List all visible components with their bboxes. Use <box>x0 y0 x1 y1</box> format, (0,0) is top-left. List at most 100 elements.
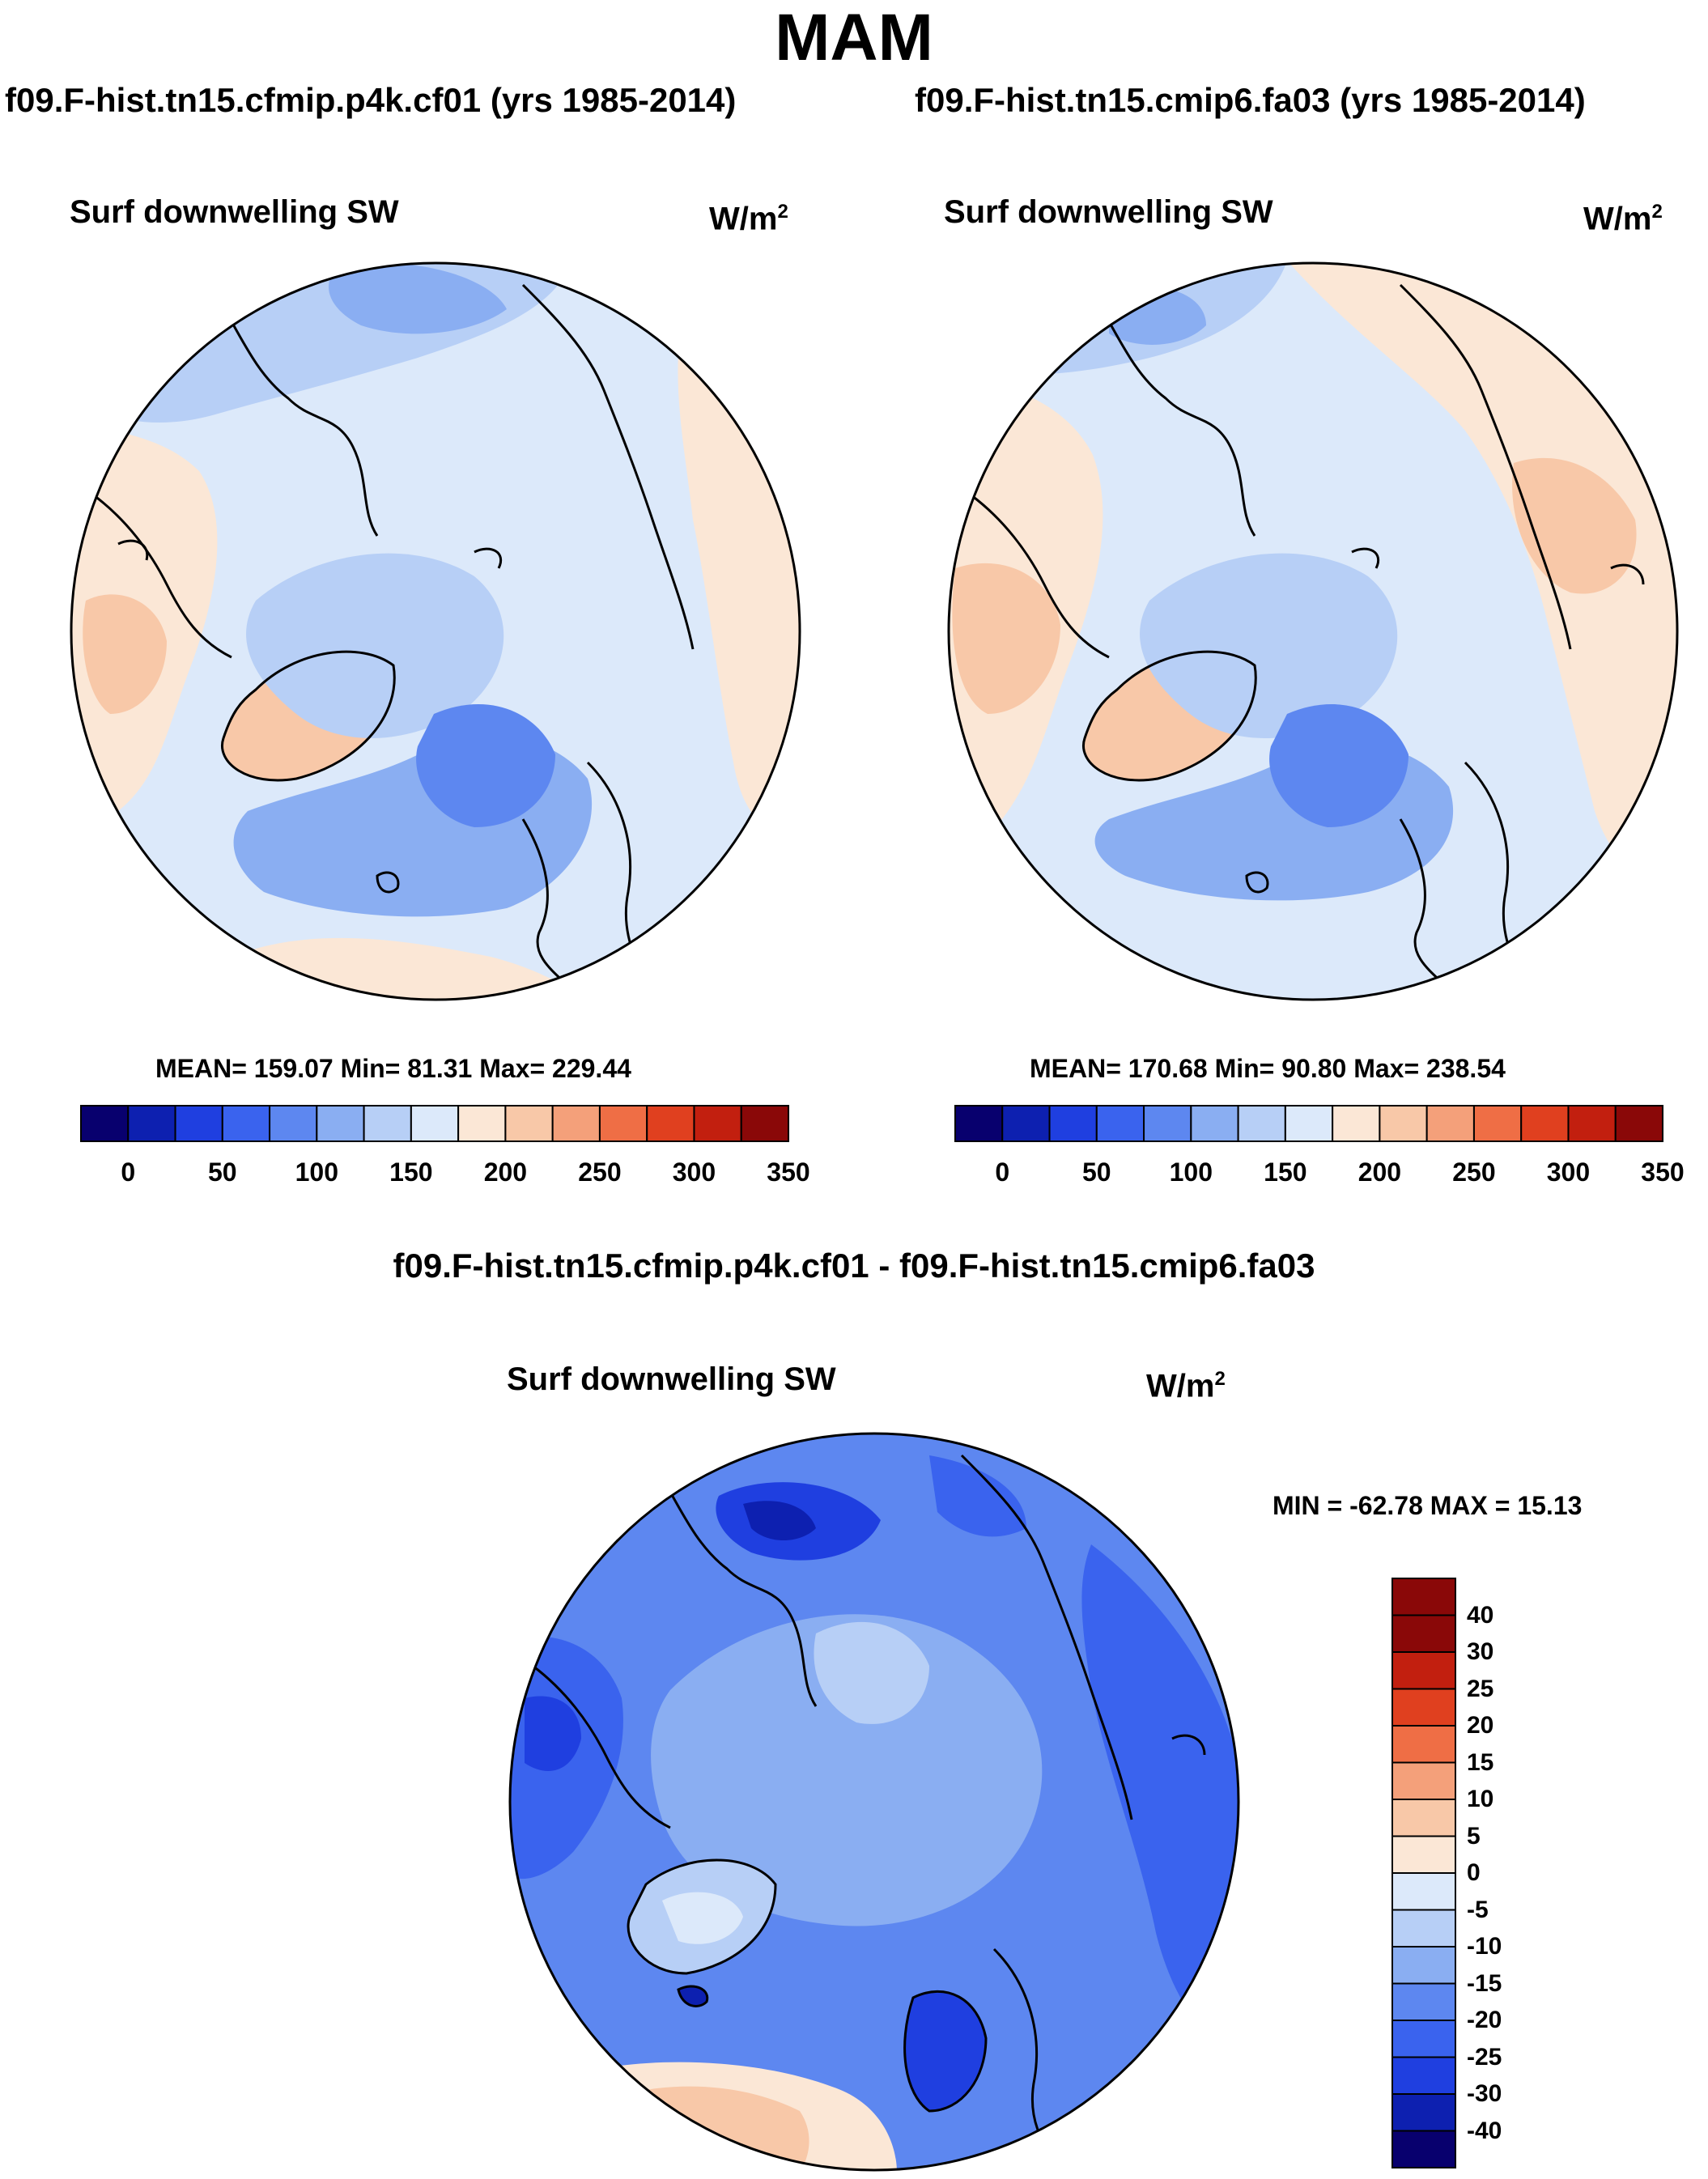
diff-region-east-asia-core <box>525 1696 581 1771</box>
left-colorbar-swatch-1 <box>127 1105 176 1142</box>
left-colorbar-tick-label: 200 <box>483 1157 528 1187</box>
left-region-arctic-ocean <box>246 553 504 738</box>
right-colorbar-swatch-10 <box>1425 1105 1475 1142</box>
diff-colorbar-tick-label: 15 <box>1467 1748 1494 1776</box>
right-colorbar-swatch-12 <box>1520 1105 1570 1142</box>
left-colorbar-swatch-14 <box>740 1105 790 1142</box>
diff-colorbar-swatch-4 <box>1391 1725 1456 1764</box>
right-colorbar-swatch-8 <box>1332 1105 1381 1142</box>
right-colorbar-ticks: 0 50 100 150 200 250 300 350 <box>955 1157 1684 1190</box>
right-colorbar-swatch-11 <box>1472 1105 1523 1142</box>
diff-colorbar-tick-label: 25 <box>1467 1675 1494 1702</box>
right-colorbar-swatch-2 <box>1048 1105 1098 1142</box>
right-colorbar-tick-label: 350 <box>1641 1157 1685 1187</box>
left-colorbar-swatch-12 <box>646 1105 695 1142</box>
left-polar-map <box>70 261 801 1001</box>
diff-colorbar-tick-label: 20 <box>1467 1712 1494 1739</box>
right-colorbar-swatch-6 <box>1237 1105 1286 1142</box>
diff-colorbar-swatch-14 <box>1391 2093 1456 2132</box>
right-colorbar-swatch-9 <box>1379 1105 1428 1142</box>
right-polar-map <box>947 261 1679 1001</box>
right-colorbar-swatch-0 <box>954 1105 1004 1142</box>
diff-colorbar-tick-label: 0 <box>1467 1859 1481 1886</box>
right-colorbar-swatch-4 <box>1143 1105 1192 1142</box>
right-region-atlantic-core <box>1269 704 1408 827</box>
diff-colorbar-swatch-13 <box>1391 2056 1456 2095</box>
right-stats: MEAN= 170.68 Min= 90.80 Max= 238.54 <box>1030 1054 1506 1083</box>
left-colorbar-tick-label: 150 <box>389 1157 433 1187</box>
diff-region-chukchi <box>929 1455 1026 1537</box>
left-units: W/m2 <box>709 201 788 237</box>
right-region-arctic-ocean <box>1140 553 1398 738</box>
right-colorbar-tick-label: 50 <box>1082 1157 1111 1187</box>
diff-colorbar-swatch-12 <box>1391 2020 1456 2058</box>
right-colorbar-swatch-13 <box>1567 1105 1617 1142</box>
right-units: W/m2 <box>1583 201 1663 237</box>
diff-region-bering-core <box>743 1501 816 1540</box>
right-colorbar-tick-label: 150 <box>1264 1157 1307 1187</box>
diff-colorbar-ticks: 40 30 25 20 15 10 5 0 -5 -10 -15 -20 -25 -30 -40 <box>1467 1578 1548 2168</box>
diff-colorbar-tick-label: 40 <box>1467 1601 1494 1629</box>
diff-colorbar-tick-label: 5 <box>1467 1822 1481 1850</box>
left-variable-label: Surf downwelling SW <box>70 194 399 230</box>
difference-case-title: f09.F-hist.tn15.cfmip.p4k.cf01 - f09.F-h… <box>393 1247 1315 1285</box>
left-region-bering <box>329 263 507 334</box>
diff-colorbar-swatch-2 <box>1391 1651 1456 1690</box>
diff-region-northwest-warm-core <box>541 1477 599 1529</box>
diff-colorbar-swatch-10 <box>1391 1946 1456 1985</box>
diff-colorbar-swatch-0 <box>1391 1578 1456 1616</box>
diff-colorbar-tick-label: -25 <box>1467 2043 1502 2071</box>
left-colorbar-swatch-3 <box>221 1105 271 1142</box>
diff-region-scandinavia <box>904 1991 986 2111</box>
left-stats: MEAN= 159.07 Min= 81.31 Max= 229.44 <box>155 1054 631 1083</box>
diff-variable-label: Surf downwelling SW <box>507 1361 836 1397</box>
left-region-mongolia <box>83 594 167 714</box>
right-variable-label: Surf downwelling SW <box>944 194 1273 230</box>
left-colorbar-swatch-4 <box>269 1105 318 1142</box>
left-colorbar-tick-label: 350 <box>767 1157 810 1187</box>
diff-colorbar-swatch-8 <box>1391 1872 1456 1911</box>
left-case-title: f09.F-hist.tn15.cfmip.p4k.cf01 (yrs 1985… <box>5 81 737 119</box>
left-colorbar-tick-label: 50 <box>208 1157 237 1187</box>
right-colorbar-swatch-14 <box>1614 1105 1664 1142</box>
left-map-border <box>70 261 801 1001</box>
left-colorbar-swatch-8 <box>457 1105 507 1142</box>
diff-region-pole-light <box>814 1621 929 1724</box>
right-colorbar-tick-label: 200 <box>1357 1157 1402 1187</box>
right-colorbar-tick-label: 250 <box>1452 1157 1496 1187</box>
left-colorbar-tick-label: 100 <box>295 1157 339 1187</box>
diff-colorbar-swatch-9 <box>1391 1909 1456 1948</box>
diff-colorbar-swatch-3 <box>1391 1688 1456 1727</box>
diff-polar-map <box>508 1432 1240 2172</box>
diff-colorbar-tick-label: -10 <box>1467 1933 1502 1960</box>
diff-region-greenland-core <box>662 1892 743 1944</box>
diff-region-north-america <box>1081 1544 1239 2046</box>
right-colorbar-swatch-5 <box>1190 1105 1239 1142</box>
right-colorbar-swatch-3 <box>1095 1105 1145 1142</box>
left-colorbar-tick-label: 0 <box>121 1157 136 1187</box>
diff-colorbar-tick-label: -15 <box>1467 1969 1502 1997</box>
left-colorbar-swatch-9 <box>504 1105 554 1142</box>
diff-colorbar-swatch-6 <box>1391 1799 1456 1837</box>
diff-colorbar-swatch-15 <box>1391 2130 1456 2168</box>
right-map-border <box>947 261 1679 1001</box>
diff-colorbar-tick-label: -5 <box>1467 1896 1489 1923</box>
right-region-mongolia <box>952 563 1060 714</box>
left-colorbar-swatch-0 <box>80 1105 130 1142</box>
diff-stats: MIN = -62.78 MAX = 15.13 <box>1273 1491 1583 1520</box>
right-colorbar <box>954 1105 1664 1142</box>
right-case-title: f09.F-hist.tn15.cmip6.fa03 (yrs 1985-201… <box>915 81 1586 119</box>
left-colorbar-swatch-11 <box>598 1105 648 1142</box>
diff-colorbar-tick-label: -40 <box>1467 2117 1502 2144</box>
left-colorbar-swatch-6 <box>363 1105 412 1142</box>
left-colorbar-swatch-13 <box>693 1105 742 1142</box>
left-colorbar-ticks: 0 50 100 150 200 250 300 350 <box>81 1157 809 1190</box>
right-colorbar-swatch-1 <box>1001 1105 1051 1142</box>
left-colorbar-tick-label: 250 <box>578 1157 622 1187</box>
left-colorbar-swatch-5 <box>316 1105 365 1142</box>
diff-colorbar <box>1391 1578 1456 2168</box>
right-colorbar-swatch-7 <box>1284 1105 1334 1142</box>
right-colorbar-tick-label: 100 <box>1169 1157 1213 1187</box>
diff-colorbar-swatch-11 <box>1391 1982 1456 2021</box>
left-colorbar-tick-label: 300 <box>672 1157 716 1187</box>
